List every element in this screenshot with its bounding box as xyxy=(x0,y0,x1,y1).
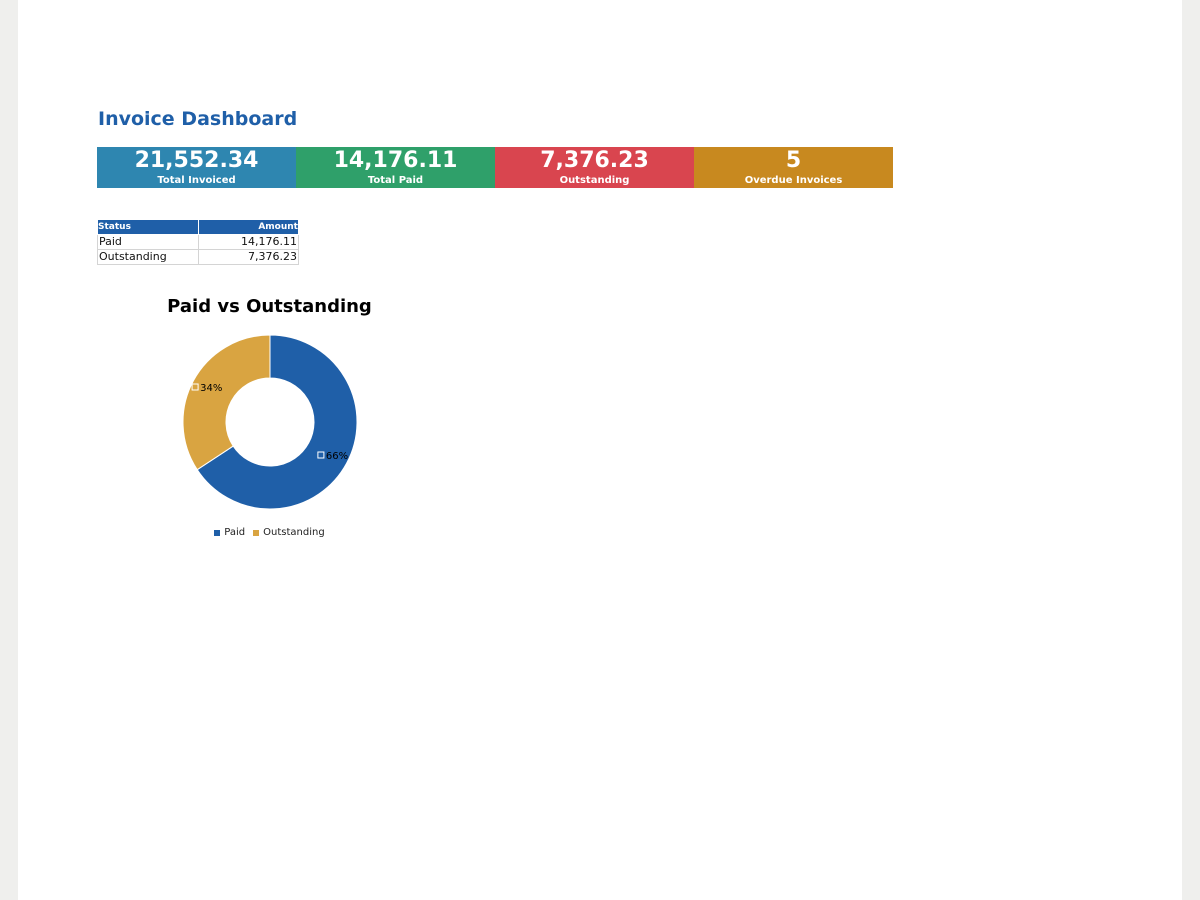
legend-label: Paid xyxy=(224,527,246,538)
chart-legend: Paid Outstanding xyxy=(98,527,441,538)
kpi-value: 7,376.23 xyxy=(540,148,649,173)
kpi-value: 14,176.11 xyxy=(333,148,458,173)
legend-item-outstanding: Outstanding xyxy=(253,527,325,538)
data-label: 66% xyxy=(317,451,348,462)
legend-label: Outstanding xyxy=(263,527,325,538)
data-label-marker xyxy=(191,383,199,391)
kpi-row: 21,552.34 Total Invoiced 14,176.11 Total… xyxy=(97,147,893,188)
legend-item-paid: Paid xyxy=(214,527,245,538)
table-cell[interactable]: 7,376.23 xyxy=(198,249,299,265)
legend-swatch xyxy=(214,529,221,536)
kpi-total-invoiced: 21,552.34 Total Invoiced xyxy=(97,147,296,188)
data-label-text: 66% xyxy=(326,451,348,462)
column-header-amount: Amount xyxy=(198,219,299,235)
kpi-label: Overdue Invoices xyxy=(744,175,843,186)
kpi-value: 5 xyxy=(785,148,802,173)
kpi-value: 21,552.34 xyxy=(134,148,259,173)
kpi-label: Total Invoiced xyxy=(157,175,236,186)
kpi-label: Total Paid xyxy=(367,175,424,186)
worksheet-page: Invoice Dashboard 21,552.34 Total Invoic… xyxy=(18,0,1182,900)
table-cell[interactable]: Paid xyxy=(97,234,199,250)
chart-title: Paid vs Outstanding xyxy=(167,296,372,317)
kpi-total-paid: 14,176.11 Total Paid xyxy=(296,147,495,188)
kpi-label: Outstanding xyxy=(559,175,630,186)
legend-swatch xyxy=(253,529,260,536)
column-header-status: Status xyxy=(97,219,199,235)
table-row: Paid 14,176.11 xyxy=(97,234,299,250)
table-header-row: Status Amount xyxy=(97,219,299,235)
data-label-text: 34% xyxy=(200,383,222,394)
donut-chart: 66% 34% xyxy=(182,334,358,510)
table-cell[interactable]: Outstanding xyxy=(97,249,199,265)
donut-slice-paid xyxy=(196,334,358,510)
table-cell[interactable]: 14,176.11 xyxy=(198,234,299,250)
data-label: 34% xyxy=(191,383,222,394)
dashboard-title: Invoice Dashboard xyxy=(98,108,298,130)
table-row: Outstanding 7,376.23 xyxy=(97,249,299,265)
kpi-overdue-invoices: 5 Overdue Invoices xyxy=(694,147,893,188)
status-amount-table: Status Amount Paid 14,176.11 Outstanding… xyxy=(97,219,299,265)
data-label-marker xyxy=(317,451,325,459)
kpi-outstanding: 7,376.23 Outstanding xyxy=(495,147,694,188)
donut-slice-outstanding xyxy=(182,334,271,471)
